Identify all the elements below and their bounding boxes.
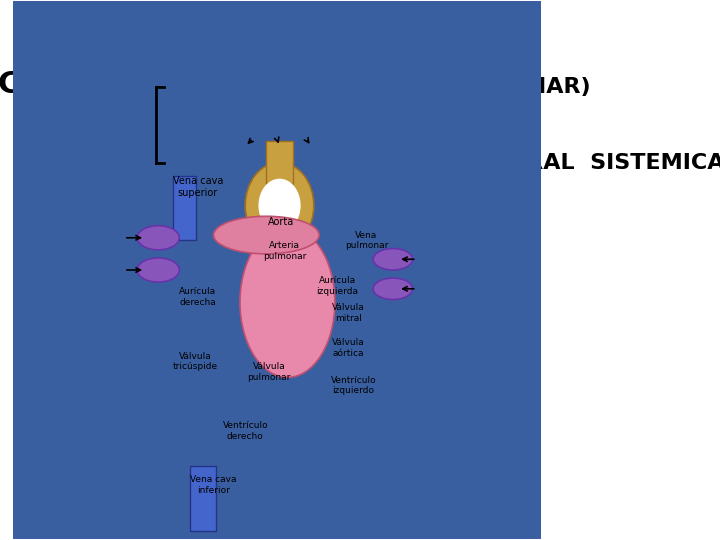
Text: Válvula
mitral: Válvula mitral [332, 303, 364, 323]
Text: Arteria
pulmonar: Arteria pulmonar [263, 241, 307, 261]
Text: Vena
pulmonar: Vena pulmonar [345, 231, 388, 250]
Text: Aurícula
izquierda: Aurícula izquierda [317, 276, 359, 296]
Ellipse shape [246, 163, 314, 248]
Text: IZQUIERDO: IZQUIERDO [171, 153, 310, 173]
Text: Aurícula
derecha: Aurícula derecha [179, 287, 216, 307]
Ellipse shape [258, 179, 301, 232]
Text: EN CONCLUSION:: EN CONCLUSION: [29, 206, 243, 226]
Ellipse shape [240, 227, 335, 377]
Text: Válvula
aórtica: Válvula aórtica [332, 338, 364, 357]
Ellipse shape [214, 217, 319, 254]
Ellipse shape [137, 226, 179, 250]
FancyBboxPatch shape [190, 466, 216, 531]
FancyBboxPatch shape [477, 2, 541, 538]
Ellipse shape [373, 278, 413, 300]
Ellipse shape [373, 248, 413, 270]
Text: Vena cava
superior: Vena cava superior [173, 176, 223, 198]
Text: (CIRCULACION PULMONAR): (CIRCULACION PULMONAR) [251, 77, 590, 97]
Text: Ventrículo
derecho: Ventrículo derecho [222, 421, 268, 441]
Text: Válvula
tricúspide: Válvula tricúspide [173, 352, 217, 371]
Text: DERECHO: DERECHO [171, 77, 291, 97]
FancyBboxPatch shape [266, 141, 293, 184]
Text: Aorta: Aorta [268, 217, 294, 227]
Text: Vena cava
inferior: Vena cava inferior [190, 475, 237, 495]
Text: CORAZON: CORAZON [0, 70, 166, 99]
Text: (CIRCULACION GENERAL  SISTEMICA): (CIRCULACION GENERAL SISTEMICA) [271, 153, 720, 173]
FancyBboxPatch shape [173, 176, 197, 240]
Text: Válvula
pulmonar: Válvula pulmonar [247, 362, 291, 382]
Ellipse shape [137, 258, 179, 282]
Text: Ventrículo
izquierdo: Ventrículo izquierdo [330, 376, 376, 395]
